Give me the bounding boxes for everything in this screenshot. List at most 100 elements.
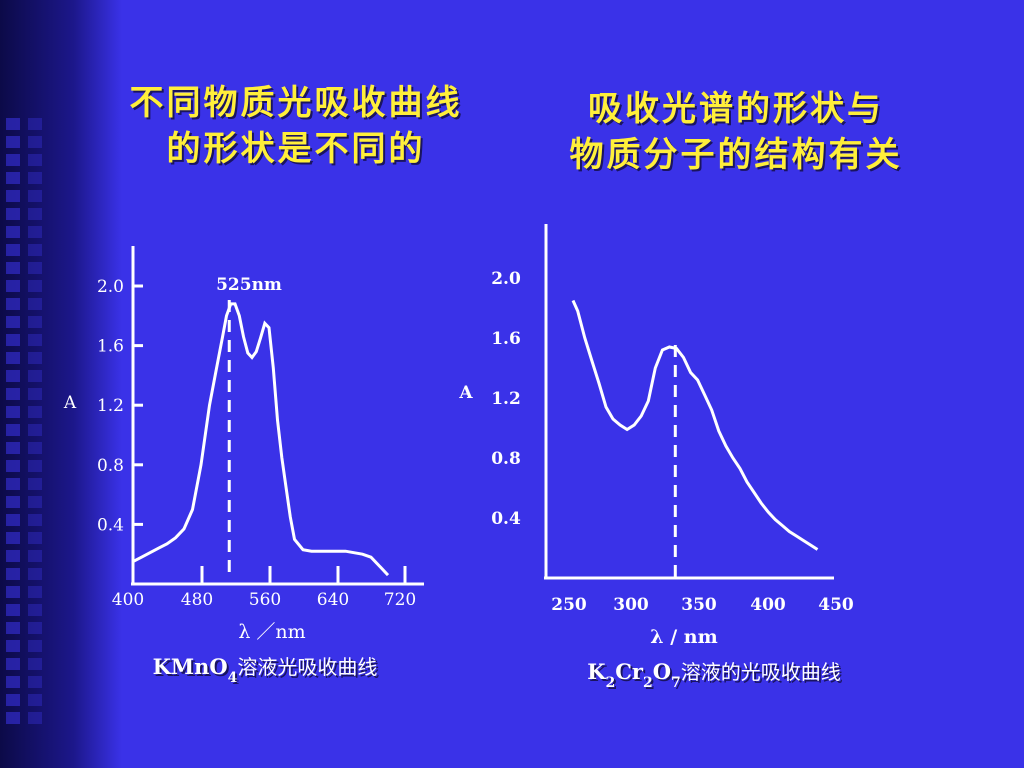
x-tick-label: 480 bbox=[181, 590, 213, 610]
strip-square bbox=[6, 496, 20, 508]
caption-text: 溶液光吸收曲线 bbox=[237, 655, 377, 679]
strip-square bbox=[6, 442, 20, 454]
strip-square bbox=[6, 712, 20, 724]
strip-square bbox=[6, 208, 20, 220]
x-axis-label: λ ／nm bbox=[238, 621, 305, 643]
x-tick-label: 400 bbox=[750, 595, 786, 615]
strip-square bbox=[6, 568, 20, 580]
strip-square bbox=[28, 568, 42, 580]
caption-sub-2: 2 bbox=[643, 675, 653, 691]
caption-formula-sub: 4 bbox=[228, 670, 238, 686]
strip-square bbox=[6, 262, 20, 274]
strip-square bbox=[28, 550, 42, 562]
y-axis-label: A bbox=[63, 393, 77, 413]
strip-square bbox=[28, 496, 42, 508]
strip-square bbox=[28, 154, 42, 166]
x-axis-label: λ / nm bbox=[650, 626, 717, 648]
y-tick-label: 1.6 bbox=[491, 329, 521, 349]
strip-square bbox=[28, 478, 42, 490]
strip-square bbox=[6, 604, 20, 616]
strip-square bbox=[6, 388, 20, 400]
caption-cr: Cr bbox=[615, 659, 644, 684]
strip-square bbox=[28, 316, 42, 328]
strip-square bbox=[28, 370, 42, 382]
strip-square bbox=[6, 298, 20, 310]
strip-square bbox=[6, 154, 20, 166]
x-tick-label: 720 bbox=[384, 590, 416, 610]
strip-square bbox=[6, 244, 20, 256]
strip-square bbox=[28, 334, 42, 346]
caption-text: 溶液的光吸收曲线 bbox=[681, 660, 841, 684]
title-left: 不同物质光吸收曲线 的形状是不同的 bbox=[96, 80, 496, 172]
x-tick-label: 400 bbox=[112, 590, 144, 610]
strip-square bbox=[6, 118, 20, 130]
strip-square bbox=[28, 388, 42, 400]
strip-square bbox=[28, 118, 42, 130]
strip-square bbox=[28, 676, 42, 688]
strip-square bbox=[28, 460, 42, 472]
strip-square bbox=[28, 442, 42, 454]
strip-square bbox=[28, 622, 42, 634]
strip-square bbox=[6, 172, 20, 184]
strip-square bbox=[6, 586, 20, 598]
strip-square bbox=[28, 424, 42, 436]
strip-square bbox=[28, 208, 42, 220]
strip-square bbox=[28, 262, 42, 274]
strip-square bbox=[28, 190, 42, 202]
y-tick-label: 0.8 bbox=[97, 456, 124, 476]
caption-o: O bbox=[653, 659, 671, 684]
strip-square bbox=[28, 604, 42, 616]
strip-square bbox=[28, 514, 42, 526]
strip-square bbox=[28, 136, 42, 148]
x-tick-label: 640 bbox=[317, 590, 349, 610]
strip-square bbox=[28, 658, 42, 670]
strip-square bbox=[28, 280, 42, 292]
y-tick-label: 1.2 bbox=[491, 389, 521, 409]
strip-square bbox=[6, 334, 20, 346]
y-tick-label: 1.6 bbox=[97, 337, 124, 357]
strip-square bbox=[6, 190, 20, 202]
caption-k: K bbox=[587, 659, 606, 684]
strip-square bbox=[28, 694, 42, 706]
strip-square bbox=[28, 640, 42, 652]
y-tick-label: 2.0 bbox=[97, 277, 124, 297]
strip-square bbox=[6, 622, 20, 634]
caption-kmno4: KMnO4溶液光吸收曲线 bbox=[153, 654, 378, 686]
strip-square bbox=[6, 226, 20, 238]
strip-square bbox=[6, 316, 20, 328]
strip-square bbox=[6, 136, 20, 148]
title-left-line1: 不同物质光吸收曲线 bbox=[129, 83, 463, 123]
strip-square bbox=[28, 298, 42, 310]
y-axis-label: A bbox=[458, 383, 473, 403]
strip-square bbox=[6, 694, 20, 706]
caption-sub-3: 7 bbox=[671, 675, 681, 691]
strip-square bbox=[6, 640, 20, 652]
caption-k2cr2o7: K2Cr2O7溶液的光吸收曲线 bbox=[587, 659, 841, 691]
strip-square bbox=[6, 370, 20, 382]
strip-square bbox=[6, 424, 20, 436]
y-tick-label: 0.4 bbox=[97, 515, 124, 535]
title-right-line2: 物质分子的结构有关 bbox=[569, 135, 903, 175]
x-tick-label: 560 bbox=[249, 590, 281, 610]
x-tick-label: 350 bbox=[681, 595, 717, 615]
caption-formula-main: KMnO bbox=[153, 654, 228, 679]
strip-square bbox=[28, 532, 42, 544]
strip-square bbox=[6, 658, 20, 670]
strip-square bbox=[6, 280, 20, 292]
strip-square bbox=[6, 478, 20, 490]
y-tick-label: 2.0 bbox=[491, 269, 521, 289]
x-tick-label: 250 bbox=[551, 595, 587, 615]
strip-square bbox=[6, 352, 20, 364]
strip-square bbox=[6, 550, 20, 562]
strip-square bbox=[28, 406, 42, 418]
y-tick-label: 0.4 bbox=[491, 509, 521, 529]
absorption-curve-kmno4 bbox=[132, 302, 390, 577]
strip-square bbox=[6, 532, 20, 544]
strip-square bbox=[6, 676, 20, 688]
title-right-line1: 吸收光谱的形状与 bbox=[588, 89, 884, 129]
title-left-line2: 的形状是不同的 bbox=[166, 129, 426, 169]
strip-square bbox=[28, 226, 42, 238]
